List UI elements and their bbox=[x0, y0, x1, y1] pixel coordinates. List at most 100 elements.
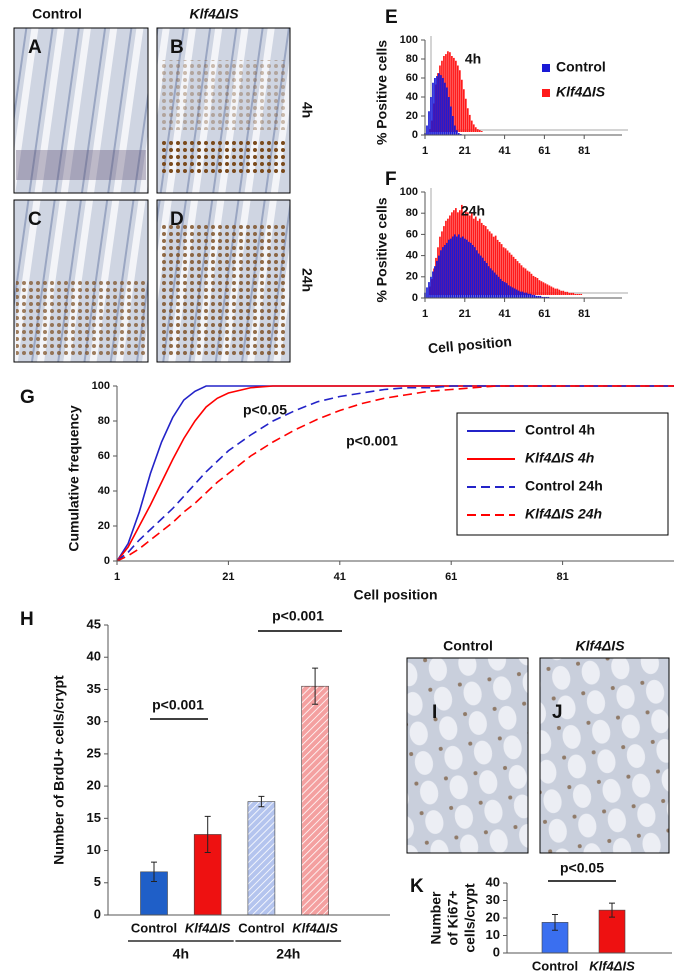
bar bbox=[457, 65, 459, 132]
bar bbox=[518, 263, 521, 295]
bar bbox=[480, 222, 483, 295]
bar bbox=[507, 285, 510, 298]
bar bbox=[547, 296, 550, 298]
error-bar bbox=[258, 795, 265, 808]
y-tick-label: 60 bbox=[98, 450, 110, 462]
bar bbox=[446, 87, 448, 135]
bar bbox=[520, 265, 523, 295]
bar bbox=[451, 212, 453, 295]
bar bbox=[476, 220, 479, 295]
bar bbox=[460, 204, 463, 295]
error-bar bbox=[609, 902, 615, 918]
x-tick-label: 41 bbox=[334, 571, 346, 583]
bar bbox=[490, 233, 493, 295]
x-tick-label: 81 bbox=[556, 571, 568, 583]
bar bbox=[432, 82, 434, 135]
y-tick-label: 60 bbox=[406, 228, 418, 240]
bar bbox=[572, 292, 575, 295]
micrograph-stain bbox=[159, 225, 288, 355]
bar bbox=[528, 271, 531, 295]
bar bbox=[513, 288, 516, 298]
bar bbox=[475, 250, 478, 298]
bar bbox=[439, 65, 441, 132]
bar bbox=[468, 215, 471, 295]
bar bbox=[470, 212, 473, 295]
bar bbox=[472, 218, 475, 295]
bar bbox=[447, 218, 449, 295]
chart-title: 24h bbox=[461, 203, 485, 219]
y-tick-label: 45 bbox=[87, 616, 101, 631]
y-axis-label: Number bbox=[428, 891, 444, 944]
bar bbox=[450, 106, 452, 135]
panel-letter: E bbox=[385, 7, 398, 28]
bar bbox=[440, 250, 442, 298]
bar bbox=[558, 289, 561, 295]
bar bbox=[463, 238, 466, 298]
y-tick-label: 20 bbox=[98, 520, 110, 532]
bar bbox=[459, 70, 461, 132]
bar bbox=[441, 231, 443, 295]
bar bbox=[545, 296, 548, 298]
x-tick-label: 21 bbox=[459, 145, 471, 157]
bar bbox=[452, 236, 454, 298]
group-label: 4h bbox=[173, 946, 189, 962]
y-tick-label: 100 bbox=[400, 34, 418, 46]
bar bbox=[434, 266, 436, 298]
bar bbox=[578, 293, 581, 295]
group-label: 24h bbox=[276, 946, 300, 962]
panel-letter: B bbox=[170, 37, 184, 58]
y-tick-label: 60 bbox=[406, 72, 418, 84]
bar bbox=[501, 281, 504, 298]
bar bbox=[541, 296, 544, 298]
bar bbox=[455, 60, 457, 132]
bar bbox=[504, 248, 507, 295]
bar bbox=[431, 120, 433, 132]
bar bbox=[447, 51, 449, 132]
bar bbox=[450, 238, 452, 298]
bar bbox=[527, 293, 530, 298]
bar bbox=[496, 239, 499, 295]
bar bbox=[433, 103, 435, 132]
bar bbox=[487, 266, 490, 298]
y-tick-label: 40 bbox=[98, 485, 110, 497]
bar bbox=[515, 289, 518, 298]
bar bbox=[428, 111, 430, 135]
micrograph-stain bbox=[159, 60, 288, 130]
bar bbox=[564, 291, 567, 295]
bar bbox=[521, 291, 524, 298]
bar bbox=[506, 250, 509, 295]
error-bar bbox=[552, 914, 558, 931]
bar bbox=[451, 56, 453, 132]
bar bbox=[486, 229, 489, 295]
y-tick-label: 0 bbox=[412, 292, 418, 304]
bar bbox=[449, 52, 451, 133]
bar bbox=[429, 129, 431, 132]
bar bbox=[445, 220, 447, 295]
legend-label: Klf4ΔIS 4h bbox=[525, 450, 594, 466]
bar bbox=[538, 280, 541, 295]
bar bbox=[453, 210, 455, 295]
bar bbox=[514, 258, 517, 295]
row-label: 24h bbox=[299, 268, 315, 292]
bar bbox=[431, 279, 433, 295]
bar bbox=[568, 292, 571, 295]
error-bar bbox=[312, 667, 319, 705]
bar bbox=[484, 226, 487, 295]
x-axis-label: Cell position bbox=[427, 333, 512, 356]
legend-label: Control 4h bbox=[525, 422, 595, 438]
bar bbox=[543, 296, 546, 298]
x-tick-label: 81 bbox=[578, 145, 590, 157]
bar bbox=[469, 242, 472, 298]
bar bbox=[455, 208, 457, 295]
bar bbox=[426, 125, 428, 135]
x-tick-label: 21 bbox=[459, 308, 471, 320]
bar bbox=[465, 239, 468, 298]
bar bbox=[526, 270, 529, 295]
bar bbox=[462, 214, 465, 295]
bar bbox=[477, 253, 480, 298]
bar bbox=[430, 97, 432, 135]
bar bbox=[523, 292, 526, 298]
panel-letter: A bbox=[28, 37, 42, 58]
bar bbox=[525, 292, 528, 298]
